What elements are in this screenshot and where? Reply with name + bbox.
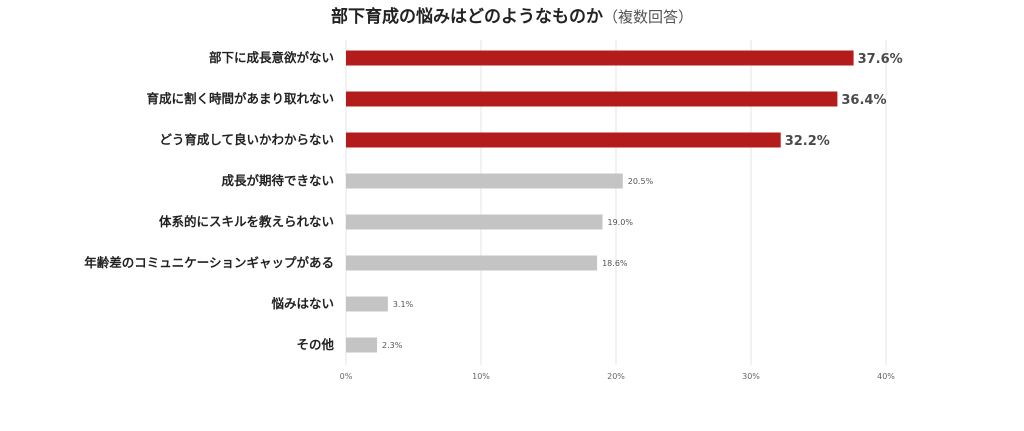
category-label-7: 悩みはない <box>270 296 334 311</box>
category-label-1: 部下に成長意欲がない <box>209 50 334 65</box>
bar-7 <box>346 296 388 312</box>
category-label-8: その他 <box>296 337 334 352</box>
chart-title-main: 部下育成の悩みはどのようなものか <box>331 6 603 27</box>
value-label-1: 37.6% <box>858 52 903 67</box>
value-label-4: 20.5% <box>628 177 654 186</box>
x-tick-label-10: 10% <box>472 372 490 381</box>
category-label-6: 年齢差のコミュニケーションギャップがある <box>84 255 334 270</box>
category-label-5: 体系的にスキルを教えられない <box>159 214 334 229</box>
value-label-7: 3.1% <box>393 300 414 309</box>
bar-5 <box>346 214 603 230</box>
value-label-2: 36.4% <box>841 93 886 108</box>
x-tick-label-20: 20% <box>607 372 625 381</box>
category-label-4: 成長が期待できない <box>221 173 334 188</box>
value-label-5: 19.0% <box>608 218 634 227</box>
value-label-6: 18.6% <box>602 259 628 268</box>
category-label-3: どう育成して良いかわからない <box>159 132 334 147</box>
x-tick-label-30: 30% <box>742 372 760 381</box>
bar-1 <box>346 50 854 66</box>
category-label-2: 育成に割く時間があまり取れない <box>146 91 334 106</box>
bar-2 <box>346 91 838 107</box>
chart-title-sub: （複数回答） <box>603 8 693 26</box>
bar-6 <box>346 255 598 271</box>
x-tick-label-0: 0% <box>340 372 353 381</box>
bar-8 <box>346 337 378 353</box>
chart-title: 部下育成の悩みはどのようなものか（複数回答） <box>331 6 693 27</box>
category-labels: 部下に成長意欲がない育成に割く時間があまり取れないどう育成して良いかわからない成… <box>84 50 334 352</box>
value-label-3: 32.2% <box>785 134 830 149</box>
bar-3 <box>346 132 781 148</box>
value-label-8: 2.3% <box>382 341 403 350</box>
x-tick-label-40: 40% <box>877 372 895 381</box>
x-axis-ticks: 0% 10% 20% 30% 40% <box>340 372 896 381</box>
bars: 37.6% 36.4% 32.2% 20.5% 19.0% 18.6% 3.1% 2.3% <box>346 50 903 353</box>
grid-lines <box>345 40 887 365</box>
bar-4 <box>346 173 623 189</box>
